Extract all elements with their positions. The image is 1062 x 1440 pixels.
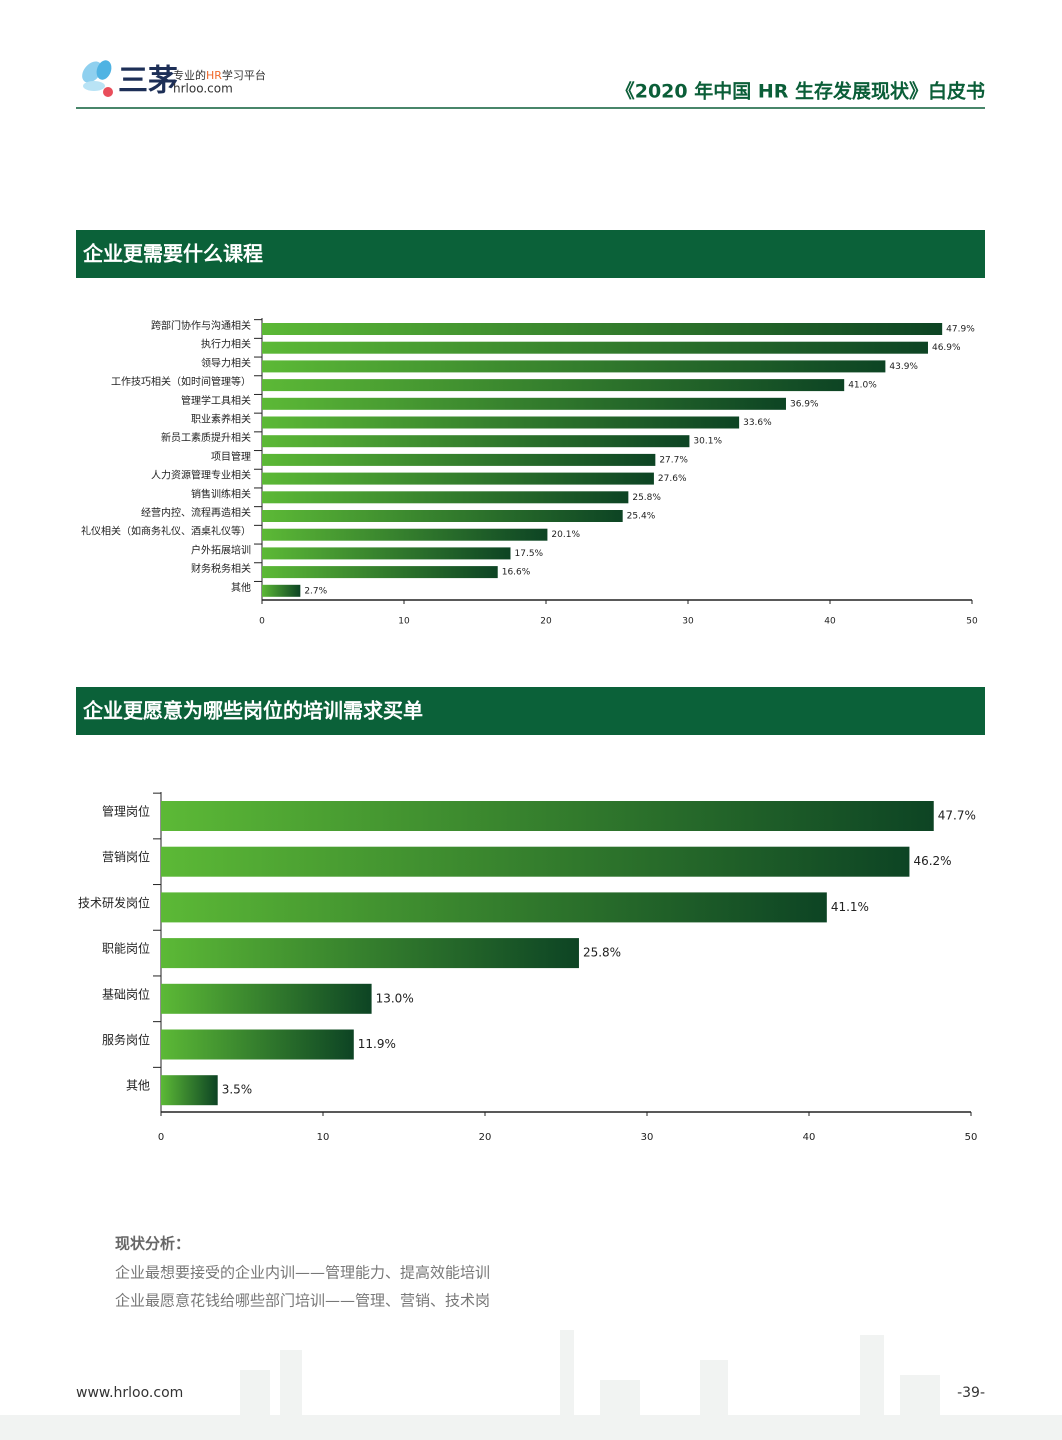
value-label: 25.8% xyxy=(632,493,661,503)
bar xyxy=(262,510,623,522)
page-number: -39- xyxy=(957,1385,985,1401)
value-label: 27.6% xyxy=(658,474,687,484)
x-tick-label: 20 xyxy=(479,1132,492,1143)
logo: 三茅 专业的HR学习平台 hrloo.com xyxy=(82,60,266,99)
value-label: 11.9% xyxy=(358,1037,396,1051)
analysis-heading: 现状分析： xyxy=(115,1235,190,1253)
bar xyxy=(262,566,498,579)
category-label: 项目管理 xyxy=(211,450,251,463)
section-title: 企业更需要什么课程 xyxy=(82,242,263,266)
category-label: 管理学工具相关 xyxy=(181,394,251,407)
category-label: 职能岗位 xyxy=(102,941,150,956)
bar xyxy=(161,1075,218,1106)
x-tick-label: 0 xyxy=(259,617,265,627)
category-label: 职业素养相关 xyxy=(191,413,251,426)
category-label: 基础岗位 xyxy=(102,986,150,1001)
bar xyxy=(161,892,827,923)
value-label: 17.5% xyxy=(515,549,544,559)
x-tick-label: 10 xyxy=(317,1132,330,1143)
value-label: 2.7% xyxy=(304,586,327,596)
category-label: 技术研发岗位 xyxy=(78,895,150,910)
x-tick-label: 40 xyxy=(824,617,836,627)
x-tick-label: 10 xyxy=(398,617,410,627)
section-banner xyxy=(76,230,985,278)
bar xyxy=(161,801,934,831)
x-tick-label: 50 xyxy=(965,1132,978,1143)
logo-slogan: 专业的HR学习平台 xyxy=(173,68,266,82)
bar xyxy=(262,397,786,410)
bar xyxy=(161,938,579,969)
value-label: 16.6% xyxy=(502,568,531,578)
header-title: 《2020 年中国 HR 生存发展现状》白皮书 xyxy=(616,80,985,103)
value-label: 47.9% xyxy=(946,325,975,335)
bar xyxy=(262,547,511,560)
value-label: 36.9% xyxy=(790,399,819,409)
category-label: 跨部门协作与沟通相关 xyxy=(151,319,251,332)
category-label: 财务税务相关 xyxy=(191,562,251,575)
bar xyxy=(262,323,943,335)
value-label: 25.4% xyxy=(627,512,656,522)
x-tick-label: 30 xyxy=(641,1132,654,1143)
value-label: 3.5% xyxy=(222,1083,253,1097)
category-label: 新员工素质提升相关 xyxy=(161,431,251,444)
category-label: 户外拓展培训 xyxy=(191,543,251,556)
bar xyxy=(262,341,928,354)
section-banner xyxy=(76,687,985,735)
value-label: 46.9% xyxy=(932,343,961,353)
bar xyxy=(161,983,372,1014)
category-label: 礼仪相关（如商务礼仪、酒桌礼仪等） xyxy=(81,525,251,538)
category-label: 营销岗位 xyxy=(102,849,150,864)
category-label: 其他 xyxy=(126,1079,150,1093)
bar xyxy=(262,472,654,485)
bar xyxy=(161,1029,354,1060)
x-tick-label: 20 xyxy=(540,617,552,627)
value-label: 25.8% xyxy=(583,946,621,960)
value-label: 41.0% xyxy=(848,381,877,391)
category-label: 人力资源管理专业相关 xyxy=(151,469,251,482)
section-title: 企业更愿意为哪些岗位的培训需求买单 xyxy=(82,699,423,723)
bar xyxy=(262,491,629,504)
logo-name: 三茅 xyxy=(118,64,178,99)
value-label: 20.1% xyxy=(551,530,580,540)
logo-domain: hrloo.com xyxy=(173,82,233,96)
value-label: 43.9% xyxy=(889,362,918,372)
x-tick-label: 40 xyxy=(803,1132,816,1143)
value-label: 41.1% xyxy=(831,900,869,914)
value-label: 30.1% xyxy=(693,437,722,447)
value-label: 33.6% xyxy=(743,418,772,428)
bar xyxy=(262,453,656,466)
category-label: 经营内控、流程再造相关 xyxy=(141,506,251,519)
analysis-line: 企业最愿意花钱给哪些部门培训——管理、营销、技术岗 xyxy=(115,1292,490,1310)
value-label: 13.0% xyxy=(376,991,414,1005)
bar xyxy=(262,360,886,373)
category-label: 管理岗位 xyxy=(102,804,150,819)
category-label: 销售训练相关 xyxy=(191,487,251,500)
skyline xyxy=(0,1330,1062,1440)
analysis-line: 企业最想要接受的企业内训——管理能力、提高效能培训 xyxy=(115,1264,490,1282)
bar xyxy=(161,846,910,877)
footer-url: www.hrloo.com xyxy=(76,1385,183,1401)
category-label: 服务岗位 xyxy=(102,1032,150,1047)
x-tick-label: 0 xyxy=(158,1132,164,1143)
bar xyxy=(262,379,845,392)
value-label: 46.2% xyxy=(913,854,951,868)
bar xyxy=(262,416,740,429)
bar xyxy=(262,528,548,541)
bar xyxy=(262,435,690,448)
x-tick-label: 30 xyxy=(682,617,694,627)
bar xyxy=(262,584,301,597)
category-label: 领导力相关 xyxy=(201,356,251,369)
x-tick-label: 50 xyxy=(966,617,978,627)
value-label: 27.7% xyxy=(659,455,688,465)
category-label: 工作技巧相关（如时间管理等） xyxy=(111,375,251,388)
category-label: 执行力相关 xyxy=(201,338,251,351)
category-label: 其他 xyxy=(231,581,251,594)
value-label: 47.7% xyxy=(938,809,976,823)
